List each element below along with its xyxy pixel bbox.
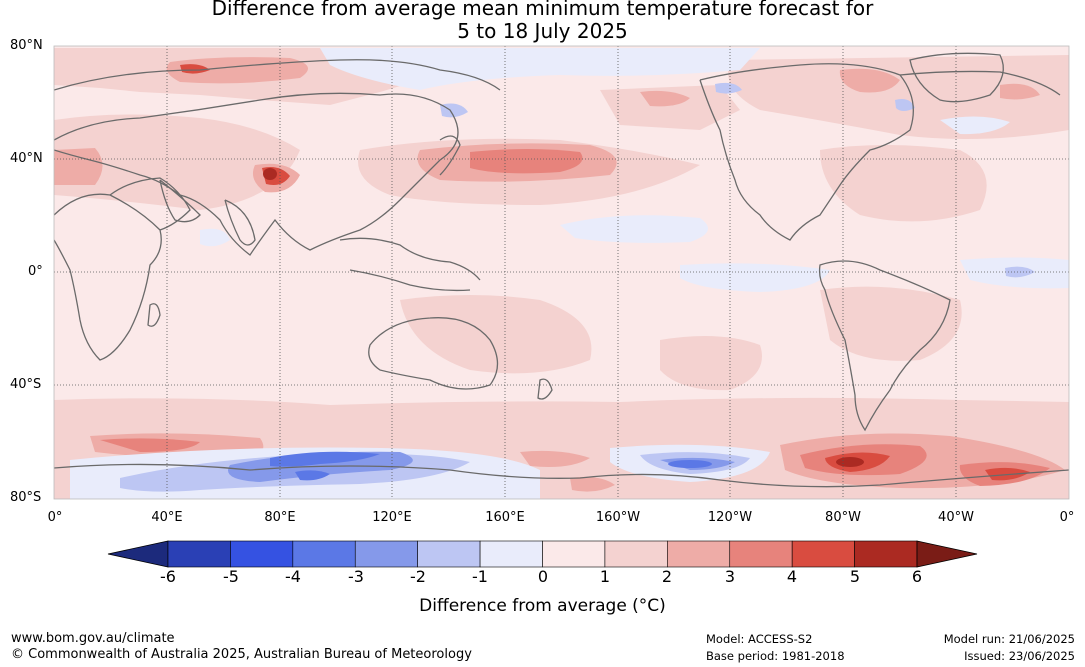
colorbar-tick: -3: [348, 567, 364, 586]
lon-label-40w: 40°W: [938, 510, 974, 525]
colorbar-segment: [230, 540, 294, 568]
colorbar-segment: [292, 540, 356, 568]
colorbar-segment: [729, 540, 793, 568]
lon-label-80e: 80°E: [264, 510, 296, 525]
colorbar-segment: [167, 540, 231, 568]
lon-label-160e: 160°E: [485, 510, 525, 525]
colorbar-segment: [604, 540, 668, 568]
colorbar-tick: -4: [285, 567, 301, 586]
colorbar-segment: [479, 540, 543, 568]
anomaly-minus3-to-minus4-areas: [270, 451, 712, 481]
colorbar-arrow-low: [107, 540, 169, 568]
footer-copyright: © Commonwealth of Australia 2025, Austra…: [11, 647, 472, 662]
colorbar-tick: 0: [537, 567, 549, 586]
lat-label-40s: 40°S: [10, 377, 42, 392]
colorbar-segment: [542, 540, 606, 568]
colorbar-tick: 1: [599, 567, 611, 586]
footer-model: Model: ACCESS-S2: [706, 632, 813, 646]
colorbar-tick: -6: [160, 567, 176, 586]
lon-label-0-east: 0°: [1059, 510, 1075, 525]
colorbar-tick: 3: [724, 567, 736, 586]
colorbar-tick: -2: [410, 567, 426, 586]
colorbar-tick: -1: [472, 567, 488, 586]
lat-label-40n: 40°N: [10, 151, 43, 166]
colorbar-segment: [417, 540, 481, 568]
colorbar-label: Difference from average (°C): [419, 596, 666, 616]
graticule: [54, 46, 1069, 499]
colorbar-arrow-high: [916, 540, 978, 568]
map-frame: [53, 45, 1070, 500]
map-title-line1: Difference from average mean minimum tem…: [211, 0, 874, 20]
colorbar-tick: 5: [849, 567, 861, 586]
lat-label-0: 0°: [28, 264, 43, 279]
lat-label-80n: 80°N: [10, 38, 43, 53]
colorbar-segment: [667, 540, 731, 568]
forecast-map: [53, 45, 1070, 500]
lon-label-120w: 120°W: [707, 510, 753, 525]
colorbar-tick: -5: [223, 567, 239, 586]
colorbar-tick: 2: [661, 567, 673, 586]
lon-label-120e: 120°E: [372, 510, 412, 525]
lat-label-80s: 80°S: [10, 490, 42, 505]
footer-base-period: Base period: 1981-2018: [706, 649, 845, 663]
colorbar-segment: [791, 540, 855, 568]
map-title-line2: 5 to 18 July 2025: [457, 19, 628, 43]
footer-issued: Issued: 23/06/2025: [964, 649, 1075, 663]
lon-label-40e: 40°E: [151, 510, 183, 525]
colorbar-segment: [854, 540, 918, 568]
footer-model-run: Model run: 21/06/2025: [943, 632, 1075, 646]
lon-label-0-west: 0°: [47, 510, 63, 525]
colorbar-tick: 6: [911, 567, 923, 586]
lon-label-80w: 80°W: [825, 510, 861, 525]
colorbar-tick: 4: [786, 567, 798, 586]
coastlines: [54, 52, 1069, 488]
colorbar-segment: [354, 540, 418, 568]
footer-website: www.bom.gov.au/climate: [11, 631, 175, 646]
lon-label-160w: 160°W: [595, 510, 641, 525]
anomaly-5-to-6-areas: [263, 168, 864, 467]
